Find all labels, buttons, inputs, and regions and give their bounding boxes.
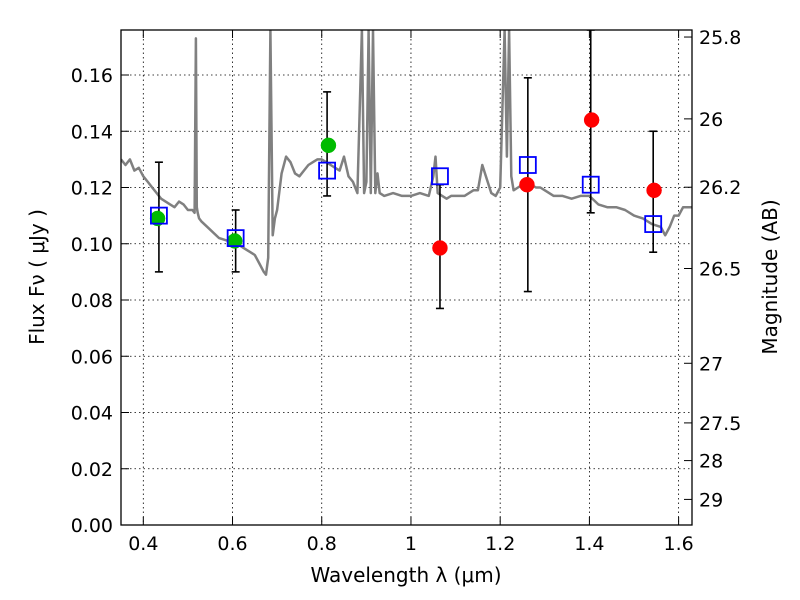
blue-square-point [581, 175, 600, 194]
right-axis-tick-label: 26 [699, 109, 723, 131]
right-axis-tick-label: 27 [699, 353, 723, 375]
blue-square-point [431, 167, 449, 186]
errorbars [154, 30, 658, 310]
right-axis-tick-label: 26.5 [699, 259, 741, 281]
y-tick-label: 0.10 [71, 234, 113, 256]
blue-square-point [644, 215, 663, 233]
right-axis-tick-label: 28 [699, 451, 723, 473]
x-tick-label: 0.4 [128, 533, 158, 555]
blue-square-point [318, 161, 336, 180]
x-tick-label: 1.2 [485, 533, 515, 555]
x-tick-label: 1.6 [664, 533, 694, 555]
y-tick-label: 0.02 [71, 459, 113, 481]
y-tick-label: 0.12 [71, 178, 113, 200]
right-axis-tick-label: 25.8 [699, 27, 741, 49]
plot-area [121, 30, 692, 310]
right-axis-tick-label: 29 [699, 489, 723, 511]
red-point [519, 176, 535, 193]
blue-square-point [226, 229, 245, 248]
red-point [646, 182, 662, 199]
ticks: 0.4 0.6 0.8 1 1.2 1.4 1.6 0.00 0.02 0.04 0.06 0.08 0… [71, 27, 742, 555]
y-tick-label: 0.14 [71, 121, 113, 143]
plot-frame [120, 29, 693, 526]
x-tick-label: 1.4 [574, 533, 604, 555]
red-point [583, 112, 600, 128]
y-tick-label: 0.16 [71, 65, 113, 87]
x-tick-label: 0.8 [307, 533, 337, 555]
green-point [320, 137, 337, 154]
blue-square-point [518, 156, 537, 174]
x-tick-label: 0.6 [217, 533, 247, 555]
x-axis-label: Wavelength λ (μm) [310, 563, 501, 587]
grid [121, 30, 692, 526]
y-tick-label: 0.06 [71, 346, 113, 368]
right-axis-tick-label: 27.5 [699, 413, 741, 435]
y-axis-label: Flux Fν ( μJy ) [25, 209, 49, 345]
y-tick-label: 0.00 [71, 515, 113, 537]
x-tick-label: 1 [405, 533, 417, 555]
red-point [432, 240, 448, 256]
markers [149, 112, 663, 256]
blue-square-point [150, 206, 168, 225]
right-axis-tick-label: 26.2 [699, 177, 741, 199]
model-spectrum-line [121, 30, 692, 276]
y-tick-label: 0.04 [71, 403, 113, 425]
y-tick-label: 0.08 [71, 290, 113, 312]
right-axis-label: Magnitude (AB) [758, 199, 782, 354]
